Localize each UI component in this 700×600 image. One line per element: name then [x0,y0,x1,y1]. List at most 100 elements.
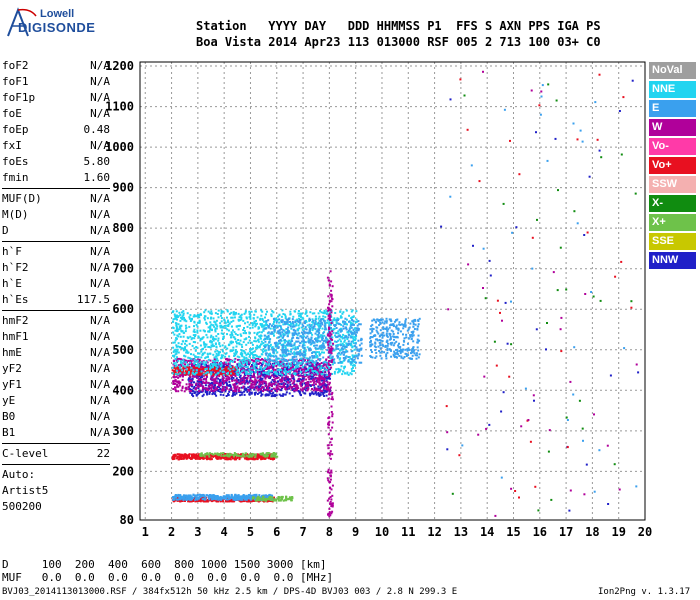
data-point [318,319,321,322]
data-point [219,456,222,459]
data-point [204,357,207,360]
data-point [194,341,197,344]
data-point [311,379,314,382]
data-point [192,366,195,369]
data-point [247,386,250,389]
data-point [206,452,209,455]
data-point [335,322,338,325]
data-point [258,345,261,348]
data-point [179,497,182,500]
data-point [228,355,231,358]
data-point [215,382,217,384]
data-point [278,357,281,360]
data-point [321,348,324,351]
data-point [285,328,288,331]
data-point [255,379,258,382]
data-point [321,327,324,330]
data-point [222,495,225,498]
data-point [271,369,273,372]
data-point [253,382,256,385]
data-point [340,323,343,326]
data-point [275,324,278,327]
data-point [272,369,275,372]
data-point [263,324,266,327]
data-point [244,311,247,314]
data-point [217,457,220,460]
data-point [213,388,216,391]
data-point [284,345,287,348]
data-point [202,393,205,396]
data-point [186,350,189,353]
data-point [314,315,317,318]
data-point [285,340,288,343]
data-point [239,366,242,369]
data-point [259,318,262,321]
data-point [205,380,208,383]
data-point [199,496,202,498]
data-point [266,454,269,457]
data-point [229,386,232,389]
data-point [192,387,195,390]
data-point [316,380,319,383]
data-point [304,359,306,362]
data-point [266,343,269,346]
data-point [221,371,224,373]
data-point [229,361,231,364]
data-point [311,312,314,315]
data-point [286,368,289,371]
data-point [208,494,211,497]
data-point [197,387,200,390]
data-point [288,496,291,499]
data-point [223,389,226,392]
data-point [272,499,275,502]
data-point [262,338,265,341]
data-point [290,350,292,353]
param-row: hmF1 N/A [2,329,110,345]
data-point [184,365,187,368]
data-point [256,344,259,347]
data-point [199,371,202,374]
data-point [228,458,231,460]
data-point [189,384,192,387]
data-point [175,327,178,330]
data-point [190,372,193,375]
data-point [248,335,250,338]
data-point [287,350,290,353]
data-point [253,313,256,316]
data-point [224,355,227,358]
data-point [187,388,190,391]
data-point [180,316,182,319]
param-name: B1 [2,426,16,439]
data-point [208,498,211,501]
data-point [204,496,207,499]
data-point [259,323,262,325]
data-point [175,364,178,367]
data-point [325,358,328,361]
data-point [283,379,286,382]
data-point [261,310,264,313]
data-point [178,364,180,367]
data-point [238,316,241,319]
data-point [173,376,176,379]
data-point [276,351,279,354]
data-point [325,313,328,315]
data-point [227,324,230,327]
data-point [188,317,191,320]
param-name: foEs [2,155,29,168]
data-point [309,325,312,328]
data-point [195,382,198,385]
data-point [264,376,267,379]
data-point [217,382,219,385]
data-point [257,385,260,388]
data-point [266,387,269,390]
data-point [345,355,348,358]
data-point [281,376,284,379]
data-point [176,356,178,359]
data-point [252,351,255,354]
data-point [278,363,281,366]
data-point [197,383,200,386]
data-point [244,322,246,325]
data-point [221,350,224,353]
data-point [318,393,320,396]
data-point [319,389,322,392]
